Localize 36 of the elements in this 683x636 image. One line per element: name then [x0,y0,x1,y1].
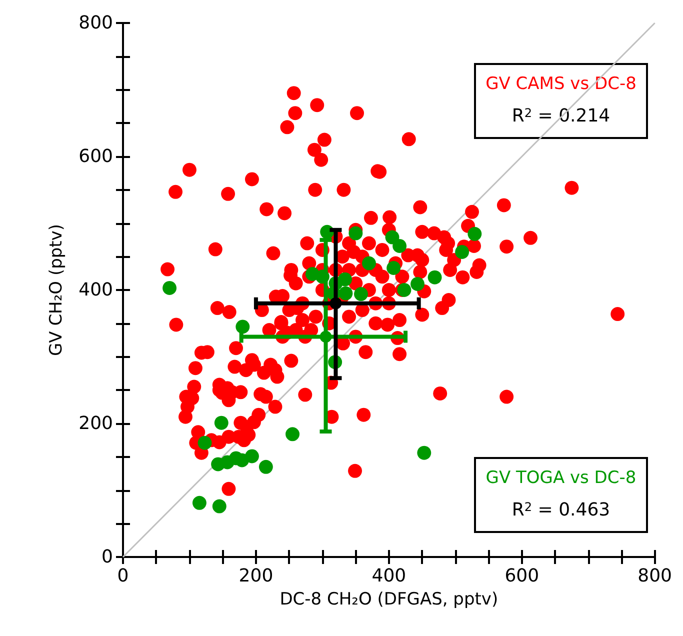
point [428,270,442,284]
x-tick-label: 600 [504,566,540,586]
point [338,286,353,300]
point [192,496,206,510]
point [162,281,177,295]
point [330,297,342,310]
y-tick-label: 600 [78,146,113,167]
point [348,226,363,240]
y-axis-title: GV CH₂O (pptv) [46,224,66,356]
point [386,260,401,275]
point [362,256,376,270]
text: GV CAMS vs DC-8 [486,74,636,94]
point [198,436,212,450]
point [286,427,300,442]
point [244,449,259,464]
x-tick-label: 200 [238,566,274,586]
point [236,320,250,334]
point [417,446,432,460]
point [258,460,273,474]
x-axis-title: DC-8 CH₂O (DFGAS, pptv) [280,590,498,610]
point [214,416,228,430]
y-tick-label: 0 [102,546,113,568]
point [410,276,424,291]
point [468,226,482,241]
point [212,499,226,514]
point [392,238,407,253]
point [320,330,332,343]
point [354,287,368,301]
y-tick-label: 400 [78,280,113,300]
text: GV TOGA vs DC-8 [486,468,636,488]
x-tick-label: 400 [372,566,406,586]
x-tick-label: 0 [117,566,129,586]
y-tick-label: 200 [78,413,113,434]
point [455,244,470,259]
x-tick-label: 800 [638,566,672,586]
y-tick-label: 800 [78,12,113,34]
